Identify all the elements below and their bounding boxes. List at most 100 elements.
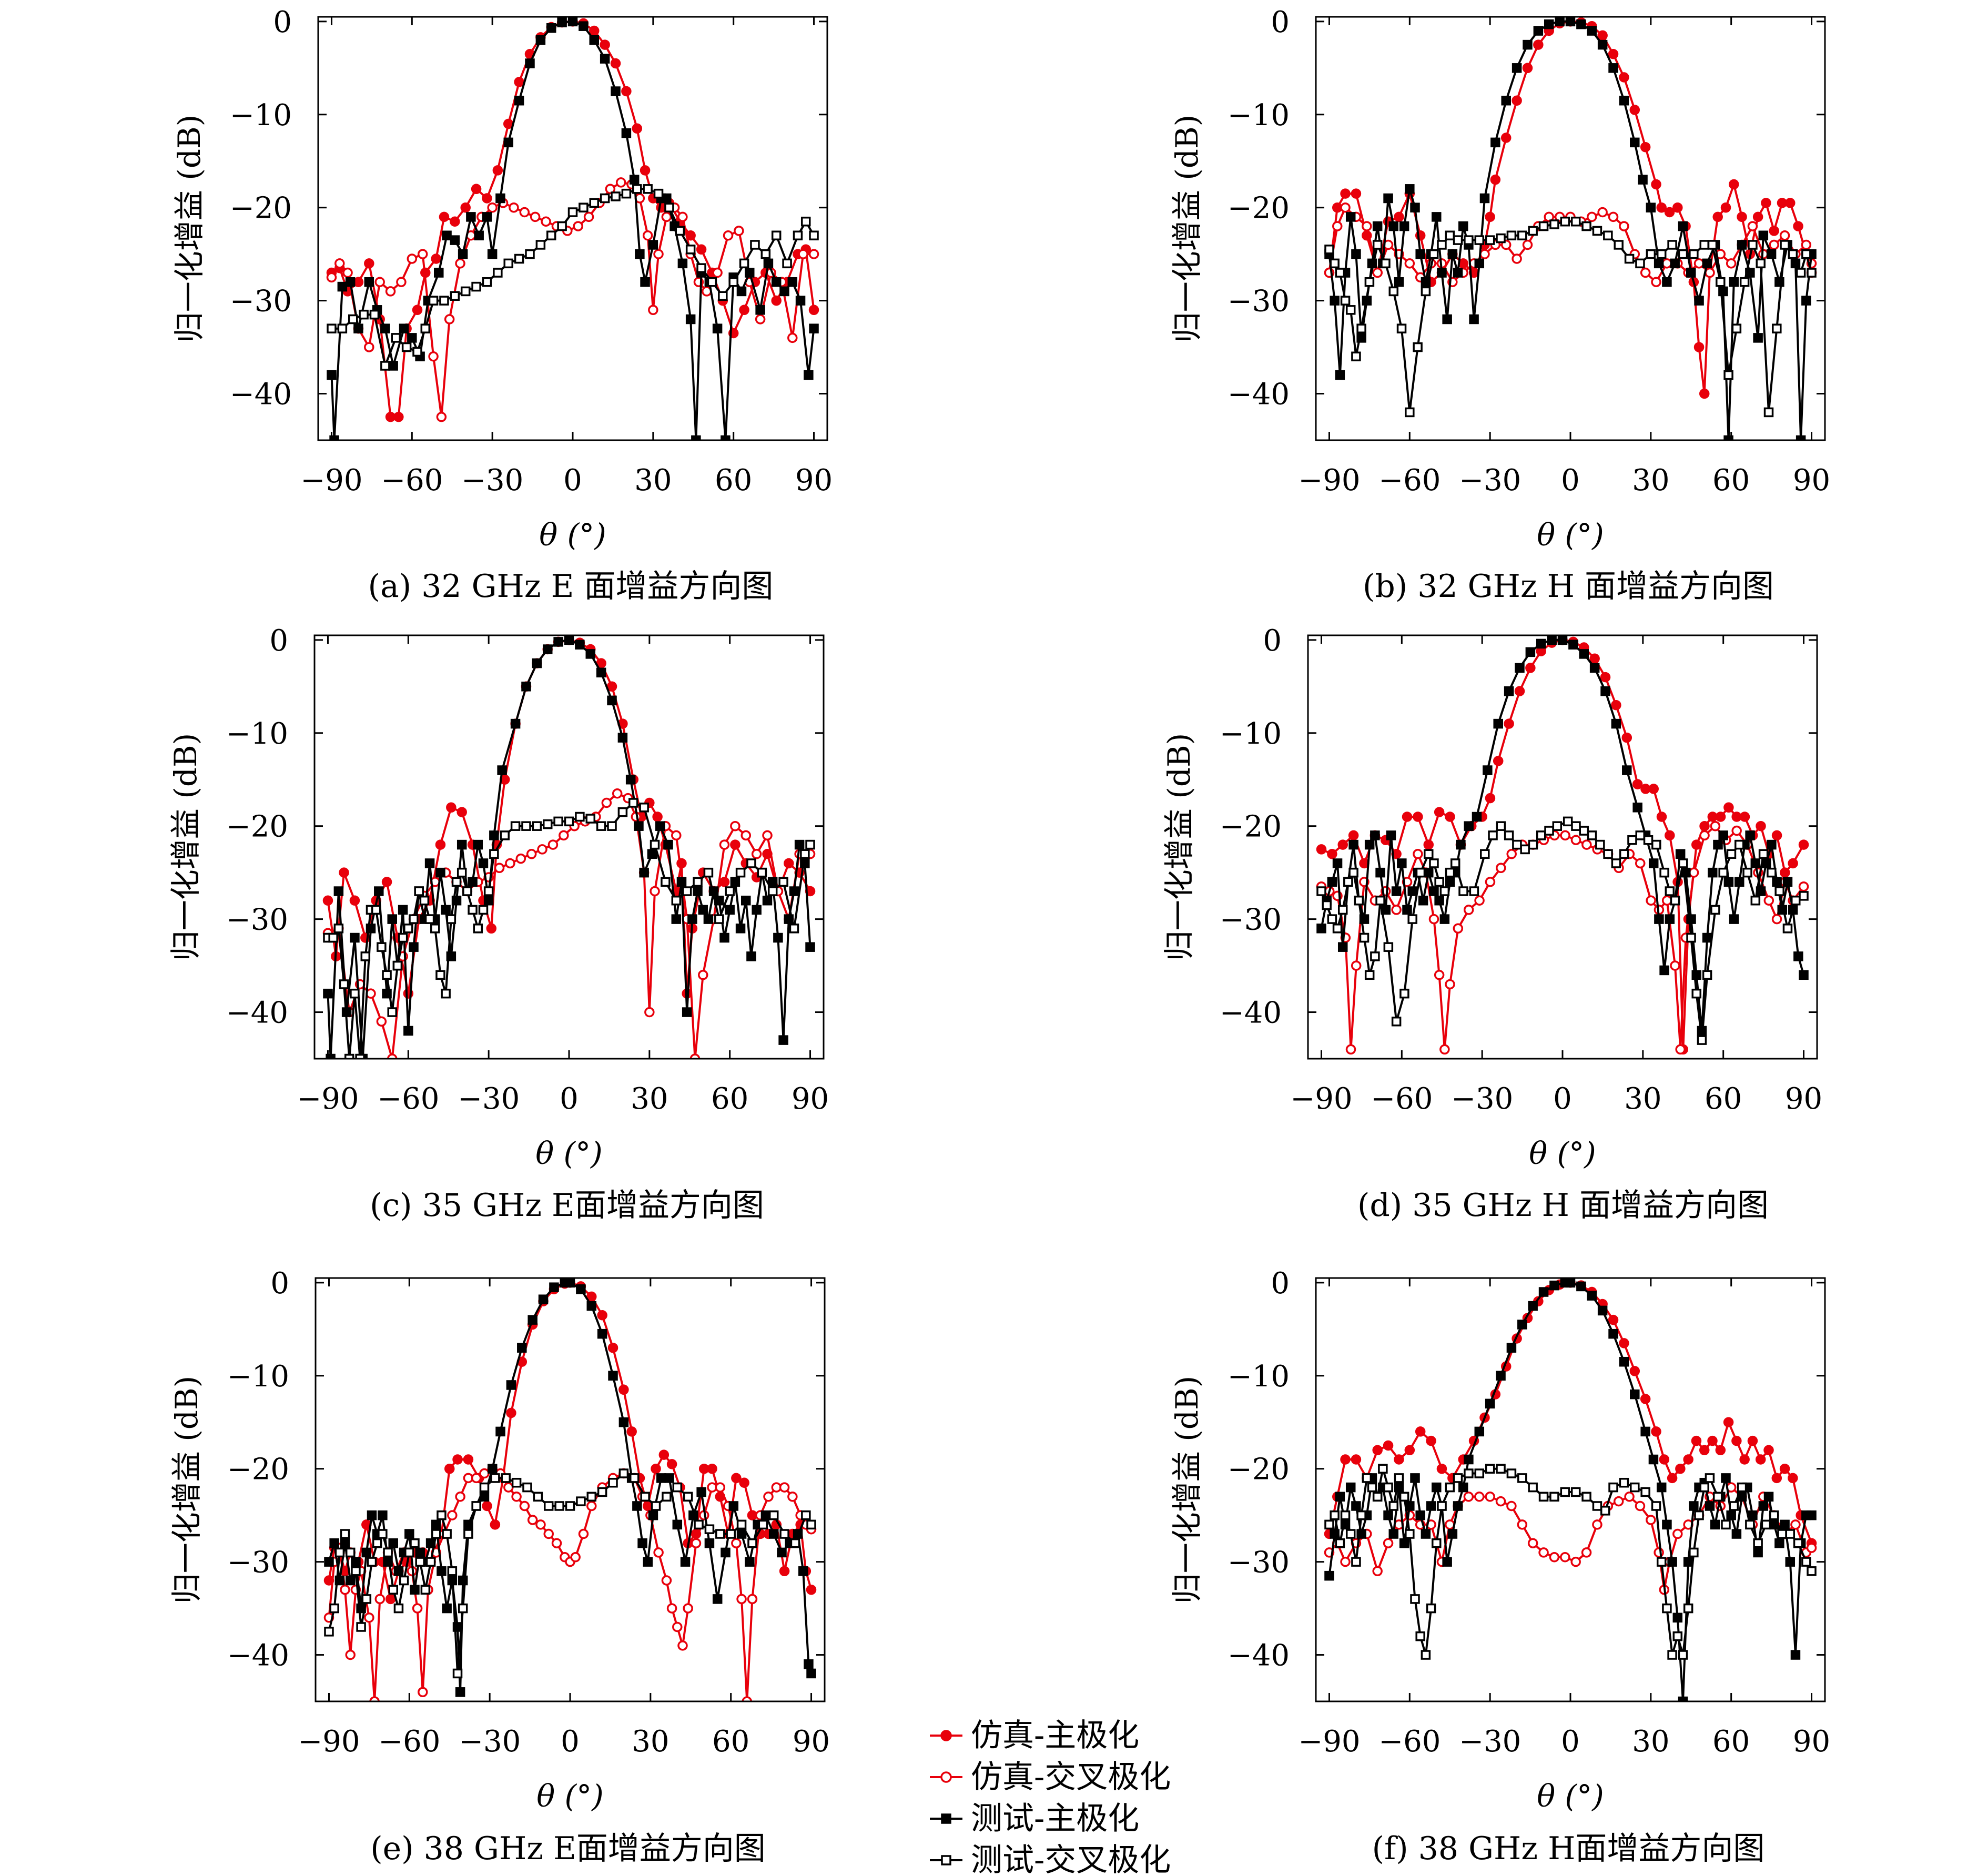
data-point: [1383, 1510, 1393, 1520]
data-point: [1707, 240, 1718, 250]
data-point: [1630, 137, 1640, 148]
data-point: [517, 1343, 527, 1353]
data-point: [1474, 235, 1485, 245]
data-point: [1495, 1496, 1506, 1507]
data-point: [1525, 663, 1536, 673]
x-tick-label: 60: [711, 1082, 748, 1116]
legend-label: 仿真-交叉极化: [971, 1759, 1171, 1796]
data-point: [535, 1519, 546, 1530]
data-point: [530, 211, 541, 222]
data-point: [1522, 63, 1533, 74]
data-point: [1453, 235, 1463, 245]
data-point: [350, 988, 360, 999]
data-point: [1614, 240, 1624, 250]
data-point: [1517, 1473, 1527, 1483]
data-point: [526, 849, 537, 859]
data-point: [1485, 235, 1495, 245]
data-point: [463, 1454, 474, 1465]
data-point: [1450, 858, 1460, 868]
data-point: [1378, 1464, 1388, 1474]
data-point: [644, 1007, 655, 1018]
data-point: [653, 249, 664, 259]
data-point: [1576, 19, 1586, 29]
data-point: [1691, 839, 1702, 850]
data-point: [361, 1547, 372, 1558]
data-point: [1372, 240, 1383, 250]
data-point: [1421, 286, 1431, 297]
data-point: [1345, 212, 1356, 222]
x-tick-label: 30: [1632, 463, 1669, 498]
data-point: [1383, 1538, 1394, 1548]
data-point: [1504, 718, 1514, 729]
data-point: [1563, 816, 1573, 827]
data-point: [1464, 235, 1474, 245]
data-point: [1447, 249, 1458, 259]
data-point: [1536, 638, 1546, 649]
data-point: [1766, 249, 1777, 259]
data-point: [441, 905, 451, 915]
data-point: [589, 35, 600, 45]
data-point: [1351, 351, 1361, 362]
data-point: [1402, 905, 1412, 915]
data-point: [399, 1575, 409, 1586]
data-point: [378, 1529, 388, 1539]
data-point: [547, 839, 559, 850]
x-tick-label: 30: [1632, 1725, 1669, 1759]
data-point: [554, 1501, 564, 1511]
data-point: [1702, 932, 1712, 943]
data-point: [714, 914, 724, 924]
data-point: [573, 221, 583, 231]
data-point: [676, 877, 687, 887]
data-point: [1755, 1454, 1766, 1465]
data-point: [380, 361, 390, 371]
data-point: [767, 886, 778, 896]
data-point: [585, 814, 596, 824]
data-point: [487, 202, 498, 213]
x-tick-label: −90: [1298, 1725, 1360, 1759]
data-point: [486, 923, 497, 934]
data-point: [324, 1627, 334, 1637]
data-point: [345, 1649, 356, 1660]
data-point: [327, 370, 337, 380]
data-point: [1608, 1329, 1618, 1339]
data-point: [719, 839, 730, 850]
data-point: [535, 240, 546, 250]
data-point: [1490, 137, 1500, 148]
data-point: [1485, 211, 1495, 222]
data-point: [739, 305, 749, 316]
data-point: [1512, 63, 1522, 73]
data-point: [1327, 914, 1337, 924]
data-point: [367, 1510, 377, 1520]
data-point: [387, 914, 397, 924]
data-point: [1713, 839, 1723, 850]
data-point: [483, 886, 494, 896]
data-point: [736, 1519, 747, 1530]
data-point: [435, 970, 445, 980]
data-point: [1753, 1538, 1763, 1548]
data-point: [677, 258, 688, 269]
data-point: [1549, 1280, 1559, 1291]
data-point: [779, 1529, 789, 1539]
data-point: [473, 839, 483, 850]
data-point: [798, 249, 808, 259]
data-point: [393, 412, 404, 422]
data-point: [1597, 39, 1608, 50]
y-tick-label: −40: [1228, 378, 1290, 412]
data-point: [451, 877, 462, 887]
data-point: [1771, 914, 1782, 925]
data-point: [576, 1284, 586, 1294]
data-point: [1464, 1468, 1474, 1478]
data-point: [1356, 1510, 1366, 1520]
data-point: [1404, 1445, 1415, 1456]
data-point: [442, 230, 452, 241]
data-point: [1442, 314, 1452, 325]
data-point: [1364, 839, 1375, 850]
data-point: [1600, 1506, 1610, 1516]
x-tick-label: 90: [1793, 1725, 1830, 1759]
data-point: [650, 839, 660, 850]
data-point: [514, 95, 524, 106]
data-point: [488, 1464, 498, 1474]
series-3: [1316, 635, 1809, 1036]
y-tick-label: −30: [226, 903, 288, 937]
y-tick-label: −30: [230, 285, 292, 319]
